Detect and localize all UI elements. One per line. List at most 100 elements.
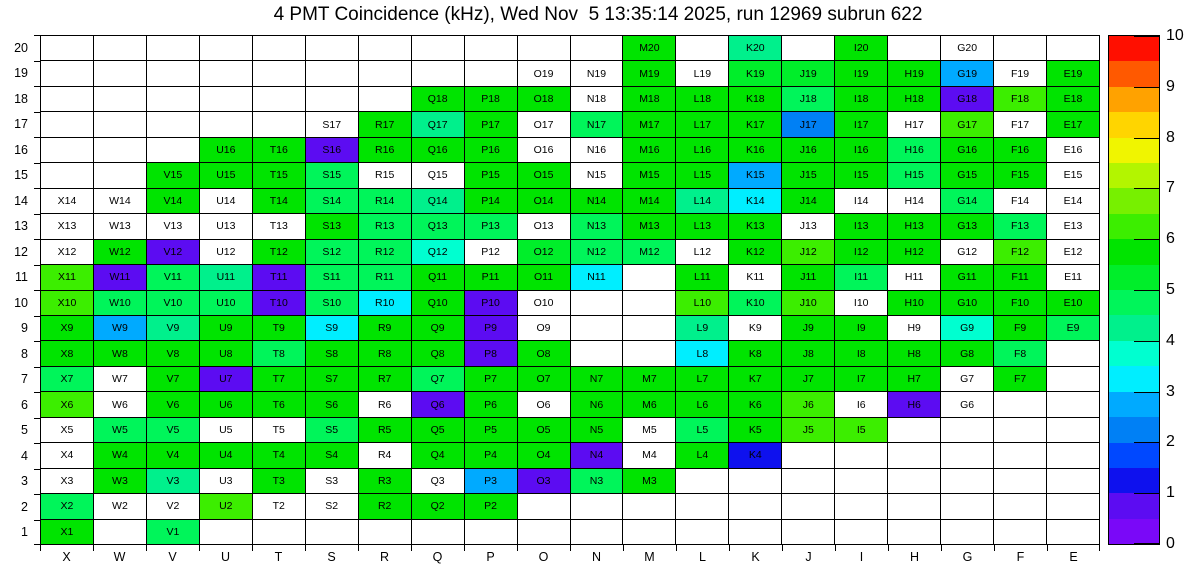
cell-empty	[199, 86, 253, 113]
y-axis-label: 4	[21, 448, 28, 463]
colorbar-tick-label: 6	[1166, 230, 1175, 248]
x-axis-tick	[146, 545, 147, 551]
x-axis-label: F	[1016, 550, 1025, 564]
cell-N12: N12	[570, 239, 624, 266]
cell-Q6: Q6	[411, 392, 465, 418]
cell-R5: R5	[358, 417, 412, 444]
cell-V5: V5	[146, 417, 200, 444]
y-axis-tick	[34, 239, 40, 240]
cell-S6: S6	[305, 392, 359, 418]
cell-empty	[782, 443, 836, 469]
y-axis-tick	[34, 544, 40, 545]
cell-empty	[305, 61, 359, 87]
cell-X11: X11	[41, 265, 94, 291]
x-axis-label: N	[591, 550, 602, 564]
cell-W7: W7	[93, 366, 147, 393]
cell-empty	[41, 86, 94, 113]
cell-empty	[305, 86, 359, 113]
cell-S12: S12	[305, 239, 359, 266]
cell-X13: X13	[41, 214, 94, 240]
cell-empty	[570, 290, 624, 316]
cell-L15: L15	[676, 163, 730, 189]
cell-empty	[1047, 341, 1100, 367]
cell-G10: G10	[941, 290, 995, 316]
y-axis-label: 17	[14, 117, 28, 132]
cell-M13: M13	[623, 214, 677, 240]
cell-I7: I7	[835, 366, 889, 393]
cell-F12: F12	[994, 239, 1048, 266]
cell-V7: V7	[146, 366, 200, 393]
cell-E15: E15	[1047, 163, 1100, 189]
cell-empty	[1047, 417, 1100, 444]
cell-empty	[994, 494, 1048, 520]
cell-P8: P8	[464, 341, 518, 367]
cell-O3: O3	[517, 468, 571, 495]
y-axis-label: 7	[21, 372, 28, 387]
cell-J10: J10	[782, 290, 836, 316]
cell-J5: J5	[782, 417, 836, 444]
cell-I20: I20	[835, 36, 889, 62]
cell-P6: P6	[464, 392, 518, 418]
cell-K10: K10	[729, 290, 783, 316]
cell-empty	[146, 36, 200, 62]
cell-empty	[676, 519, 730, 545]
cell-U3: U3	[199, 468, 253, 495]
colorbar-tick-label: 2	[1166, 433, 1175, 451]
cell-L19: L19	[676, 61, 730, 87]
cell-empty	[941, 519, 995, 545]
cell-T12: T12	[252, 239, 306, 266]
cell-empty	[835, 519, 889, 545]
cell-V9: V9	[146, 315, 200, 342]
cell-empty	[994, 519, 1048, 545]
cell-E10: E10	[1047, 290, 1100, 316]
cell-H14: H14	[888, 188, 942, 215]
cell-empty	[888, 443, 942, 469]
cell-P5: P5	[464, 417, 518, 444]
cell-empty	[835, 443, 889, 469]
colorbar-tick-label: 8	[1166, 128, 1175, 146]
cell-empty	[570, 36, 624, 62]
cell-L16: L16	[676, 137, 730, 164]
y-axis-tick	[34, 468, 40, 470]
cell-empty	[305, 519, 359, 545]
cell-O8: O8	[517, 341, 571, 367]
cell-empty	[676, 468, 730, 495]
cell-J13: J13	[782, 214, 836, 240]
cell-M15: M15	[623, 163, 677, 189]
cell-F17: F17	[994, 112, 1048, 138]
cell-empty	[1047, 392, 1100, 418]
cell-E9: E9	[1047, 315, 1100, 342]
x-axis-tick	[941, 545, 942, 551]
y-axis-label: 6	[21, 397, 28, 412]
cell-I5: I5	[835, 417, 889, 444]
cell-S11: S11	[305, 265, 359, 291]
colorbar-tick-labels: 0 1 2 3 4 5 6 7 8 9 10	[1166, 0, 1196, 572]
cell-N13: N13	[570, 214, 624, 240]
cell-empty	[146, 86, 200, 113]
cell-L4: L4	[676, 443, 730, 469]
x-axis-tick	[305, 545, 306, 551]
cell-O13: O13	[517, 214, 571, 240]
cell-S7: S7	[305, 366, 359, 393]
colorbar-segment	[1109, 188, 1159, 214]
cell-W10: W10	[93, 290, 147, 316]
cell-empty	[888, 519, 942, 545]
x-axis-label: J	[805, 550, 812, 564]
cell-empty	[888, 36, 942, 62]
cell-empty	[93, 86, 147, 113]
cell-W9: W9	[93, 315, 147, 342]
cell-G18: G18	[941, 86, 995, 113]
cell-U12: U12	[199, 239, 253, 266]
cell-empty	[941, 468, 995, 495]
cell-Q9: Q9	[411, 315, 465, 342]
cell-T4: T4	[252, 443, 306, 469]
cell-W8: W8	[93, 341, 147, 367]
cell-H10: H10	[888, 290, 942, 316]
cell-Q10: Q10	[411, 290, 465, 316]
cell-empty	[782, 519, 836, 545]
cell-M16: M16	[623, 137, 677, 164]
cell-Q12: Q12	[411, 239, 465, 266]
cell-empty	[1047, 443, 1100, 469]
cell-L12: L12	[676, 239, 730, 266]
y-axis-label: 1	[21, 525, 28, 540]
